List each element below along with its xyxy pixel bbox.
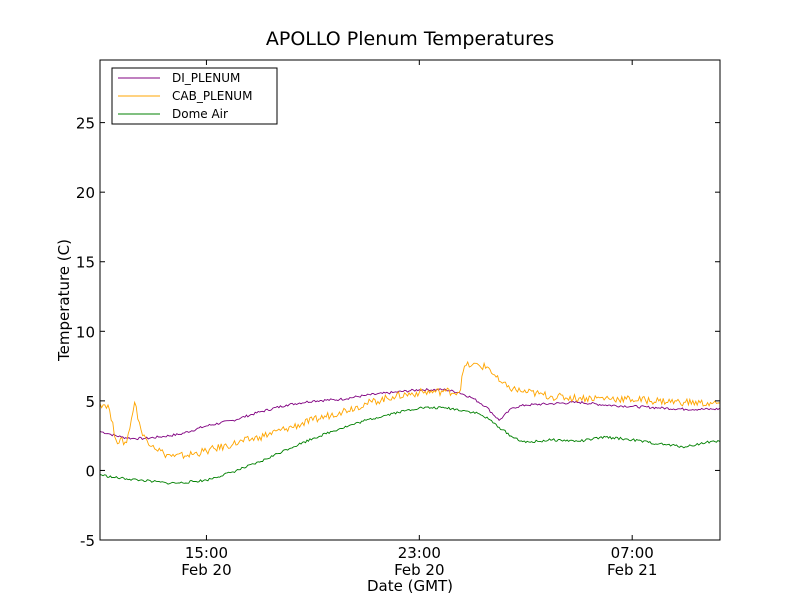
chart-title: APOLLO Plenum Temperatures [266, 28, 554, 50]
legend: DI_PLENUM CAB_PLENUM Dome Air [111, 67, 278, 125]
y-tick-label: -5 [80, 532, 95, 550]
y-tick-label: 5 [85, 393, 95, 411]
y-tick-label: 0 [85, 462, 95, 480]
x-tick-label-time: 07:00 [611, 544, 654, 562]
series-layer [100, 360, 720, 485]
x-tick-label-date: Feb 20 [394, 561, 444, 579]
legend-label-di-plenum: DI_PLENUM [172, 71, 240, 85]
y-axis-label: Temperature (C) [55, 239, 73, 362]
x-axis-label: Date (GMT) [367, 577, 453, 595]
series-line-cab-plenum [100, 360, 720, 460]
series-line-dome-air [100, 406, 720, 485]
x-tick-label-date: Feb 20 [181, 561, 231, 579]
x-tick-label-time: 15:00 [185, 544, 228, 562]
x-tick-label-date: Feb 21 [607, 561, 657, 579]
y-tick-label: 15 [76, 254, 95, 272]
y-tick-label: 10 [76, 323, 95, 341]
legend-label-dome-air: Dome Air [172, 107, 228, 121]
x-tick-label-time: 23:00 [398, 544, 441, 562]
y-tick-label: 25 [76, 115, 95, 133]
plot-frame [99, 59, 721, 541]
legend-label-cab-plenum: CAB_PLENUM [172, 89, 252, 103]
y-tick-label: 20 [76, 184, 95, 202]
series-line-di-plenum [100, 387, 720, 441]
